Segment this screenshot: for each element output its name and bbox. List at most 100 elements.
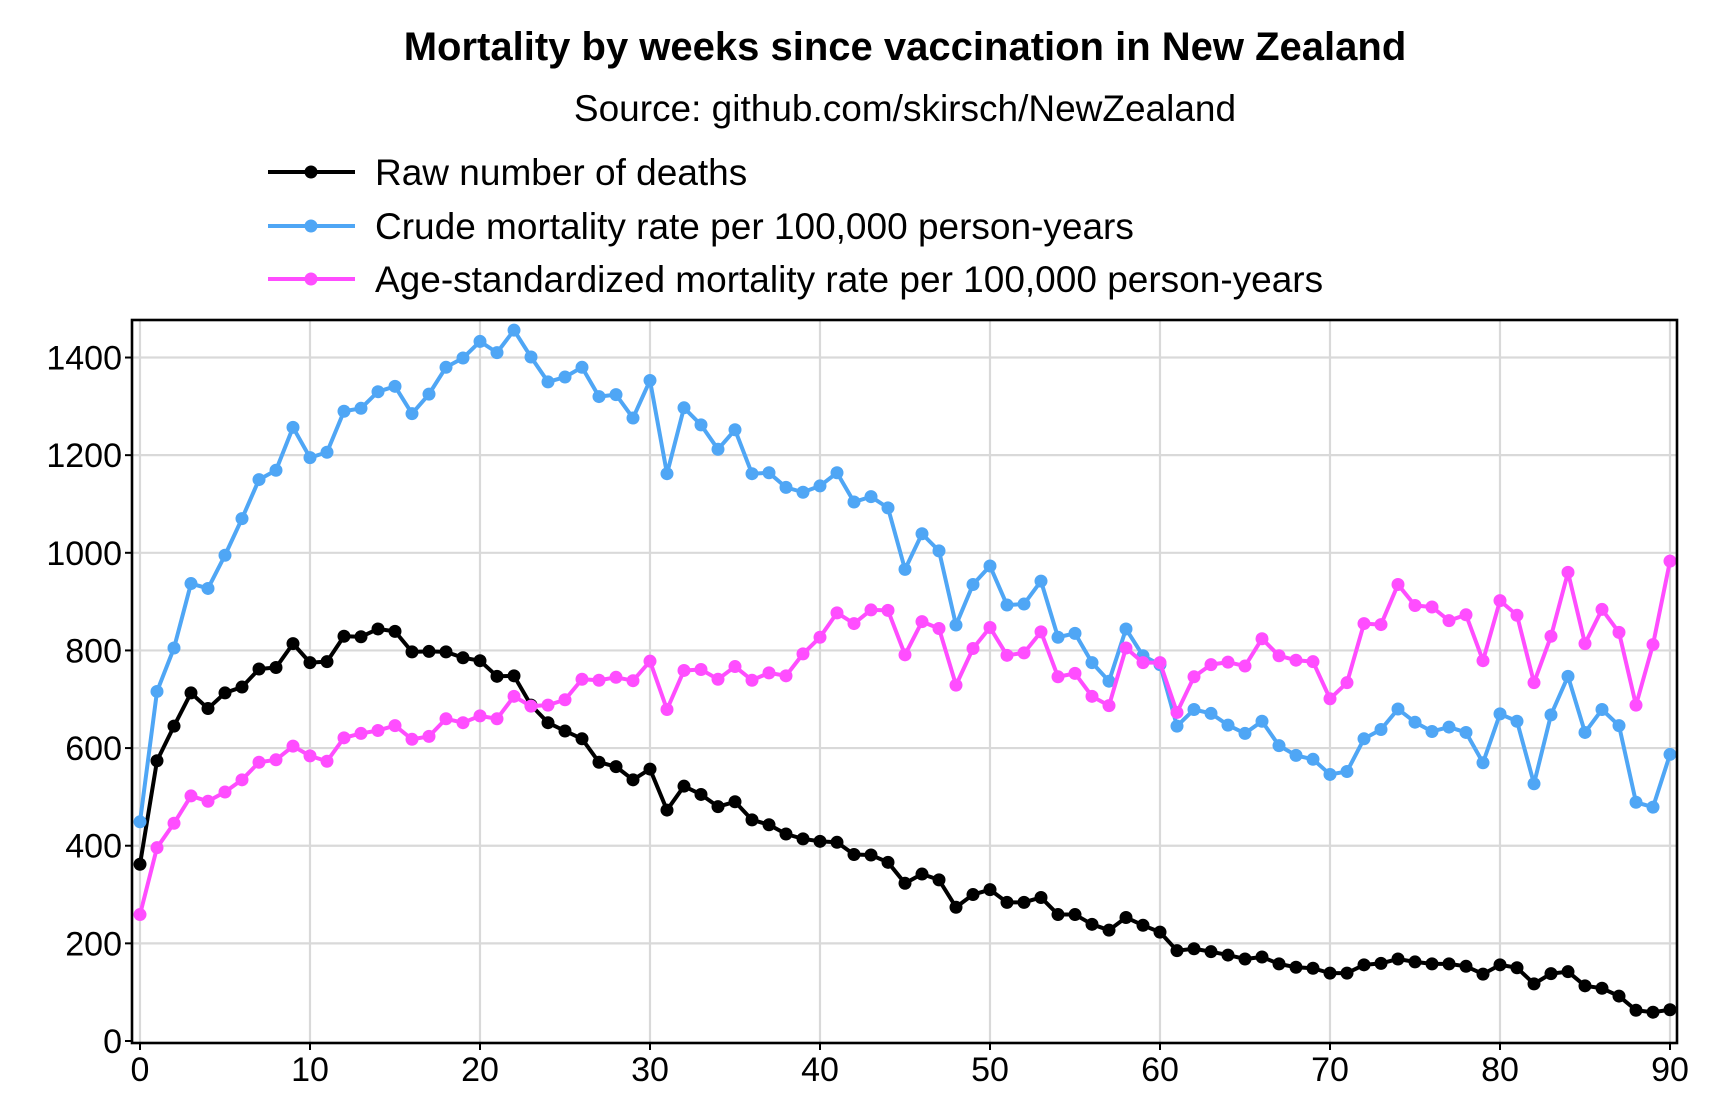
data-point [575, 360, 589, 374]
tick-labels: 0 10 20 30 40 50 60 70 80 90 0 200 400 600 800 1000 1200… [46, 340, 1689, 1089]
data-point [201, 702, 215, 716]
data-point [881, 501, 895, 515]
data-point [371, 622, 385, 636]
legend-entry: Age-standardized mortality rate per 100,… [268, 259, 1323, 300]
data-point [643, 762, 657, 776]
data-point [1340, 966, 1354, 980]
data-point [609, 670, 623, 684]
data-point [847, 495, 861, 509]
data-point [609, 760, 623, 774]
series-line [138, 626, 1671, 1015]
data-point [949, 618, 963, 632]
y-tick-label: 600 [65, 730, 122, 768]
data-point [694, 418, 708, 432]
data-point [1510, 961, 1524, 975]
data-point [643, 373, 657, 387]
data-point [1493, 958, 1507, 972]
data-point [1272, 957, 1286, 971]
y-tick-label: 1400 [46, 340, 122, 378]
data-point [1034, 890, 1048, 904]
data-point [184, 577, 198, 591]
data-point [966, 888, 980, 902]
data-point [592, 755, 606, 769]
data-point [1374, 618, 1388, 632]
data-point [1391, 702, 1405, 716]
data-point [575, 672, 589, 686]
data-point [354, 401, 368, 415]
data-point [303, 451, 317, 465]
data-point [1510, 608, 1524, 622]
data-point [1510, 714, 1524, 728]
data-point [1323, 767, 1337, 781]
x-tick-label: 90 [1651, 1051, 1689, 1089]
data-point [932, 544, 946, 558]
data-point [711, 800, 725, 814]
data-point [1068, 666, 1082, 680]
data-point [1442, 720, 1456, 734]
data-point [1595, 703, 1609, 717]
data-point [1663, 554, 1677, 568]
data-point [1119, 622, 1133, 636]
data-point [677, 779, 691, 793]
data-point [1459, 608, 1473, 622]
y-tick-label: 200 [65, 925, 122, 963]
data-point [745, 467, 759, 481]
data-point [1102, 923, 1116, 937]
x-tick-label: 40 [801, 1051, 839, 1089]
data-point [1442, 614, 1456, 628]
data-point [1000, 895, 1014, 909]
data-point [1374, 723, 1388, 737]
data-point [439, 645, 453, 659]
data-point [439, 360, 453, 374]
data-point [711, 442, 725, 456]
data-point [983, 883, 997, 897]
series-line [138, 560, 1672, 916]
data-point [133, 857, 147, 871]
data-point [864, 603, 878, 617]
y-tick-label: 400 [65, 828, 122, 866]
data-point [762, 818, 776, 832]
data-point [524, 350, 538, 364]
data-point [1323, 692, 1337, 706]
data-point [320, 754, 334, 768]
data-point [303, 749, 317, 763]
data-point [1136, 656, 1150, 670]
data-point [1357, 958, 1371, 972]
data-point [1544, 967, 1558, 981]
data-point [1663, 747, 1677, 761]
data-point [864, 490, 878, 504]
data-point [286, 739, 300, 753]
x-tick-label: 70 [1311, 1051, 1349, 1089]
data-point [779, 827, 793, 841]
data-point [575, 732, 589, 746]
data-point [660, 703, 674, 717]
data-point [1306, 961, 1320, 975]
data-point [1340, 765, 1354, 779]
data-point [728, 660, 742, 674]
data-point [1493, 594, 1507, 608]
data-point [1170, 944, 1184, 958]
y-tick-label: 800 [65, 632, 122, 670]
data-point [983, 620, 997, 634]
data-point [1476, 967, 1490, 981]
data-point [558, 693, 572, 707]
data-point [218, 548, 232, 562]
data-point [558, 724, 572, 738]
data-point [1272, 739, 1286, 753]
data-point [354, 630, 368, 644]
data-point [167, 719, 181, 733]
data-point [609, 388, 623, 402]
data-point [1391, 952, 1405, 966]
data-point [1646, 800, 1660, 814]
data-point [405, 645, 419, 659]
data-point [1408, 955, 1422, 969]
data-point [1221, 948, 1235, 962]
data-point [150, 684, 164, 698]
data-point [473, 654, 487, 668]
data-point [1255, 950, 1269, 964]
data-point [847, 617, 861, 631]
data-point [1102, 699, 1116, 713]
data-point [456, 651, 470, 665]
data-point [1459, 725, 1473, 739]
data-point [184, 686, 198, 700]
